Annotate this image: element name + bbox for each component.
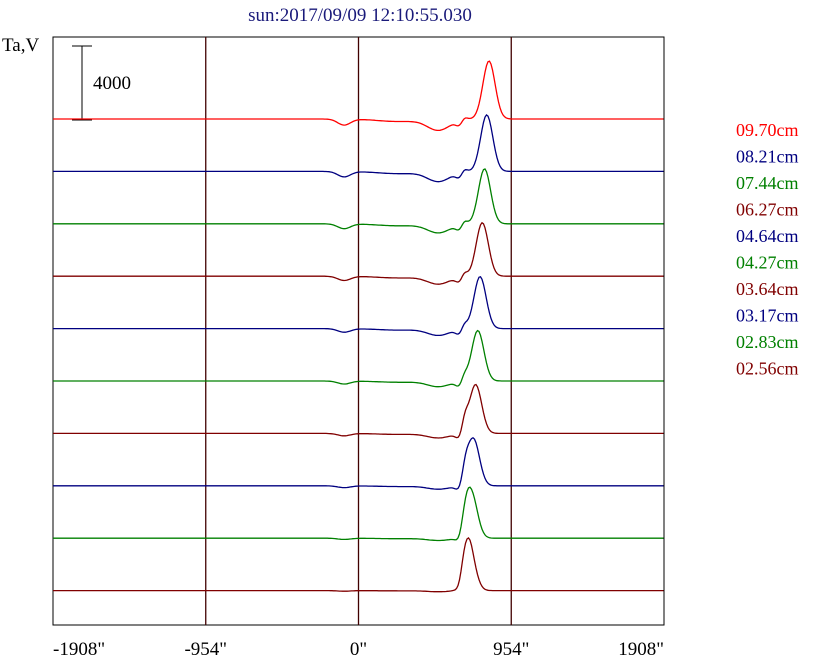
x-tick-label: -1908" <box>53 639 105 660</box>
x-tick-label: -954" <box>184 639 227 660</box>
legend-entry: 04.64cm <box>736 226 799 246</box>
x-tick-label: 1908" <box>618 639 664 660</box>
trace-07.44cm <box>53 168 664 234</box>
chart-title: sun:2017/09/09 12:10:55.030 <box>248 5 472 26</box>
legend-entry: 08.21cm <box>736 147 799 167</box>
legend-entry: 02.56cm <box>736 359 799 379</box>
legend-entry: 03.17cm <box>736 306 799 326</box>
trace-04.27cm <box>53 329 664 388</box>
y-axis-label: Ta,V <box>2 35 39 56</box>
trace-03.64cm <box>53 383 664 439</box>
x-tick-labels: -1908" -954" 0" 954" 1908" <box>53 639 664 660</box>
vertical-lines <box>205 37 512 625</box>
legend-entry: 09.70cm <box>736 120 799 140</box>
x-tick-label: 0" <box>350 639 367 660</box>
trace-02.83cm <box>53 486 664 542</box>
legend-entry: 03.64cm <box>736 279 799 299</box>
legend-entry: 02.83cm <box>736 332 799 352</box>
trace-04.64cm <box>53 276 664 337</box>
scale-bar: 4000 <box>72 45 131 121</box>
trace-08.21cm <box>53 113 664 183</box>
legend-entry: 07.44cm <box>736 173 799 193</box>
legend-entry: 06.27cm <box>736 200 799 220</box>
trace-09.70cm <box>53 60 664 132</box>
scale-bar-label: 4000 <box>93 73 131 94</box>
legend-entry: 04.27cm <box>736 253 799 273</box>
x-tick-label: 954" <box>493 639 529 660</box>
trace-02.56cm <box>53 536 664 593</box>
legend: 09.70cm 08.21cm 07.44cm 06.27cm 04.64cm 04.27… <box>736 120 799 379</box>
traces <box>53 60 664 593</box>
trace-03.17cm <box>53 437 664 490</box>
trace-06.27cm <box>53 221 664 285</box>
